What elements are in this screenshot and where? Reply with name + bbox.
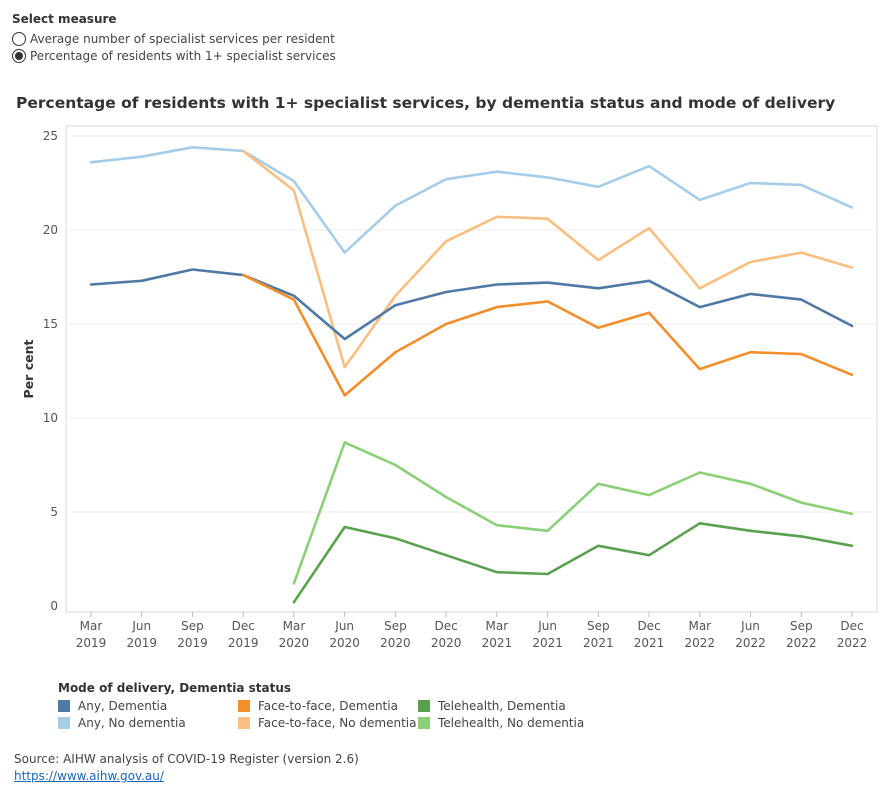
x-tick-label: 2019 (228, 636, 259, 650)
legend-label: Any, No dementia (78, 716, 186, 730)
legend-grid: Any, Dementia Face-to-face, Dementia Teleh… (58, 699, 598, 730)
legend-swatch (418, 700, 430, 712)
series-line-telehealth-dementia (292, 522, 854, 604)
measure-option-percentage[interactable]: Percentage of residents with 1+ speciali… (12, 47, 336, 64)
x-tick-label: 2021 (532, 636, 563, 650)
source-note: Source: AIHW analysis of COVID-19 Regist… (14, 752, 359, 783)
legend-item[interactable]: Any, Dementia (58, 699, 238, 713)
legend-item[interactable]: Face-to-face, Dementia (238, 699, 418, 713)
line-chart: 0 5 10 15 20 25 Mar 2019 Jun 2019 Sep 2019 Dec 2019 Ma… (21, 125, 878, 650)
measure-option-average[interactable]: Average number of specialist services pe… (12, 30, 336, 47)
legend-swatch (418, 717, 430, 729)
measure-header: Select measure (12, 12, 117, 26)
x-tick-label: 2020 (329, 636, 360, 650)
x-tick-label: Mar (688, 619, 711, 633)
x-tick-label: Mar (486, 619, 509, 633)
x-tick-label: 2022 (735, 636, 766, 650)
source-text: Source: AIHW analysis of COVID-19 Regist… (14, 752, 359, 766)
x-tick-label: 2020 (380, 636, 411, 650)
measure-option-label: Percentage of residents with 1+ speciali… (30, 48, 336, 63)
x-tick-label: Jun (537, 619, 557, 633)
x-tick-label: Dec (840, 619, 863, 633)
x-tick-label: Dec (232, 619, 255, 633)
y-tick-label: 10 (43, 411, 58, 425)
legend-label: Any, Dementia (78, 699, 168, 713)
legend-swatch (58, 717, 70, 729)
x-tick-label: Dec (435, 619, 458, 633)
x-tick-label: 2022 (685, 636, 716, 650)
legend-label: Telehealth, No dementia (438, 716, 585, 730)
x-tick-label: 2019 (76, 636, 107, 650)
legend-label: Telehealth, Dementia (438, 699, 566, 713)
y-tick-label: 15 (43, 317, 58, 331)
x-tick-label: Sep (181, 619, 204, 633)
x-tick-label: Dec (637, 619, 660, 633)
legend-item[interactable]: Telehealth, No dementia (418, 716, 598, 730)
x-tick-label: Sep (384, 619, 407, 633)
series-line-telehealth-no-dementia (292, 441, 854, 585)
measure-option-label: Average number of specialist services pe… (30, 31, 335, 46)
series-line-any-dementia (89, 268, 854, 341)
y-tick-label: 0 (50, 599, 58, 613)
x-tick-label: Jun (740, 619, 760, 633)
legend: Mode of delivery, Dementia status Any, D… (58, 681, 598, 730)
x-tick-label: Sep (790, 619, 813, 633)
x-tick-label: 2022 (786, 636, 817, 650)
series-line-any-no-dementia (89, 146, 854, 254)
legend-item[interactable]: Telehealth, Dementia (418, 699, 598, 713)
x-tick-label: 2021 (634, 636, 665, 650)
plot-frame (65, 125, 878, 613)
legend-header: Mode of delivery, Dementia status (58, 681, 292, 695)
radio-selected-icon[interactable] (12, 48, 26, 63)
x-tick-label: 2020 (279, 636, 310, 650)
legend-swatch (238, 717, 250, 729)
y-tick-label: 20 (43, 223, 58, 237)
y-tick-label: 25 (43, 129, 58, 143)
series-line-face-to-face-no-dementia (241, 149, 854, 369)
legend-item[interactable]: Face-to-face, No dementia (238, 716, 418, 730)
legend-label: Face-to-face, No dementia (258, 716, 417, 730)
x-tick-label: 2019 (126, 636, 157, 650)
source-link[interactable]: https://www.aihw.gov.au/ (14, 769, 164, 783)
legend-swatch (58, 700, 70, 712)
chart-title: Percentage of residents with 1+ speciali… (16, 94, 836, 112)
x-tick-label: Jun (131, 619, 151, 633)
radio-unselected-icon[interactable] (12, 31, 26, 46)
x-tick-label: 2021 (583, 636, 614, 650)
x-tick-label: 2020 (431, 636, 462, 650)
legend-label: Face-to-face, Dementia (258, 699, 398, 713)
y-axis-label: Per cent (21, 340, 36, 399)
x-tick-label: Sep (587, 619, 610, 633)
legend-item[interactable]: Any, No dementia (58, 716, 238, 730)
y-tick-label: 5 (50, 505, 58, 519)
measure-selector: Select measure Average number of special… (12, 12, 336, 64)
x-tick-label: Mar (80, 619, 103, 633)
x-tick-label: 2019 (177, 636, 208, 650)
x-tick-label: Mar (283, 619, 306, 633)
series-line-face-to-face-dementia (241, 273, 854, 397)
x-tick-label: 2021 (482, 636, 513, 650)
legend-swatch (238, 700, 250, 712)
x-tick-label: 2022 (837, 636, 868, 650)
x-tick-label: Jun (334, 619, 354, 633)
